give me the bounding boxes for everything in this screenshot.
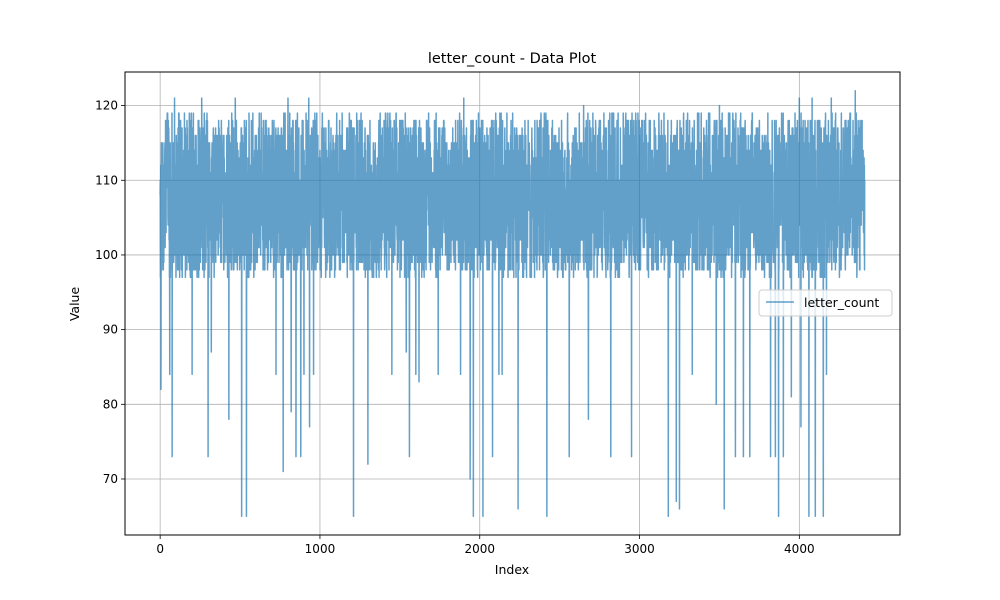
y-tick-label: 90 [103, 323, 118, 337]
series-line-letter-count [159, 89, 866, 518]
y-tick-label: 100 [95, 248, 118, 262]
y-tick-label: 120 [95, 99, 118, 113]
legend-box [758, 289, 893, 317]
plot-area-frame [124, 71, 901, 536]
y-axis-ticks: 70 80 90 100 110 120 [95, 99, 125, 486]
chart-title: letter_count - Data Plot [428, 51, 597, 67]
x-tick-label: 2000 [464, 542, 495, 556]
x-tick-label: 3000 [624, 542, 655, 556]
y-tick-label: 80 [103, 397, 118, 411]
x-tick-label: 4000 [784, 542, 815, 556]
x-axis-ticks: 0 1000 2000 3000 4000 [156, 535, 815, 556]
legend-label: letter_count [804, 295, 879, 310]
x-tick-label: 1000 [305, 542, 336, 556]
x-tick-label: 0 [156, 542, 164, 556]
series-letter-count [159, 89, 866, 518]
x-axis-title: Index [495, 562, 529, 577]
y-tick-label: 70 [103, 472, 118, 486]
legend: letter_count [758, 289, 893, 317]
y-axis-title: Value [67, 287, 82, 322]
y-tick-label: 110 [95, 173, 118, 187]
